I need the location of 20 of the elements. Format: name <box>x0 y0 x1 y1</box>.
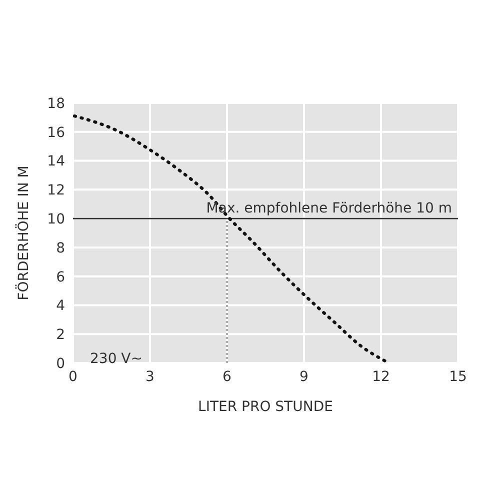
x-tick-label: 15 <box>449 368 467 385</box>
y-tick-label: 16 <box>47 124 66 141</box>
y-tick-label: 18 <box>47 96 65 112</box>
x-tick-label: 12 <box>372 368 390 385</box>
y-tick-label: 12 <box>47 182 65 199</box>
y-tick-label: 8 <box>56 240 65 256</box>
y-tick-label: 6 <box>56 269 66 286</box>
y-tick-label: 14 <box>47 154 66 170</box>
x-tick-label: 3 <box>146 368 154 385</box>
y-tick-label: 0 <box>56 356 65 372</box>
x-tick-label: 9 <box>300 368 308 385</box>
y-tick-label: 4 <box>56 298 66 314</box>
x-axis-title: LITER PRO STUNDE <box>198 399 333 415</box>
y-axis-title: FÖRDERHÖHE IN M <box>14 166 32 300</box>
ref-line-label: Max. empfohlene Förderhöhe 10 m <box>206 200 452 217</box>
x-tick-label: 0 <box>68 368 78 385</box>
annotation: 230 V~ <box>90 351 142 367</box>
y-tick-label: 10 <box>47 212 65 228</box>
x-tick-label: 6 <box>222 368 232 385</box>
y-tick-label: 2 <box>56 327 65 344</box>
